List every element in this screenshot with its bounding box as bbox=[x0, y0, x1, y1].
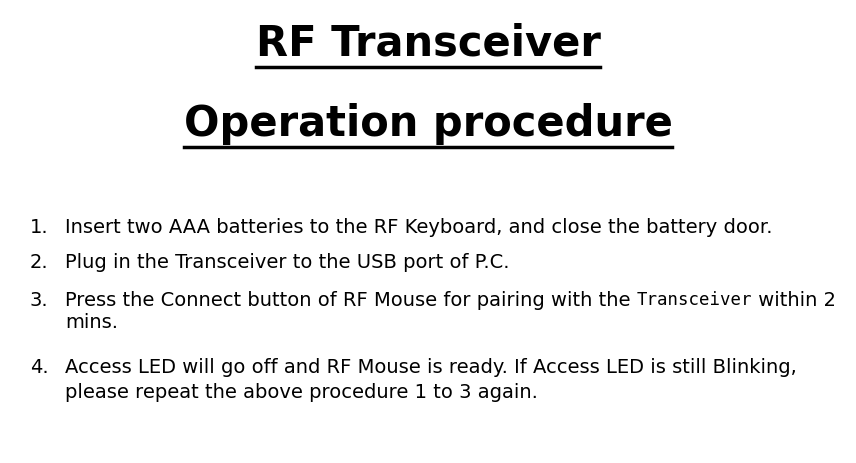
Text: Transceiver: Transceiver bbox=[637, 291, 752, 309]
Text: Plug in the Transceiver to the USB port of P.C.: Plug in the Transceiver to the USB port … bbox=[65, 253, 509, 272]
Text: Press the Connect button of RF Mouse for pairing with the: Press the Connect button of RF Mouse for… bbox=[65, 291, 637, 310]
Text: please repeat the above procedure 1 to 3 again.: please repeat the above procedure 1 to 3… bbox=[65, 383, 538, 402]
Text: 4.: 4. bbox=[30, 358, 49, 377]
Text: RF Transceiver: RF Transceiver bbox=[256, 23, 600, 65]
Text: Access LED will go off and RF Mouse is ready. If Access LED is still Blinking,: Access LED will go off and RF Mouse is r… bbox=[65, 358, 797, 377]
Text: 1.: 1. bbox=[30, 218, 49, 237]
Text: Insert two AAA batteries to the RF Keyboard, and close the battery door.: Insert two AAA batteries to the RF Keybo… bbox=[65, 218, 772, 237]
Text: 3.: 3. bbox=[30, 291, 49, 310]
Text: Operation procedure: Operation procedure bbox=[183, 103, 673, 145]
Text: within 2: within 2 bbox=[752, 291, 836, 310]
Text: mins.: mins. bbox=[65, 313, 118, 332]
Text: 2.: 2. bbox=[30, 253, 49, 272]
